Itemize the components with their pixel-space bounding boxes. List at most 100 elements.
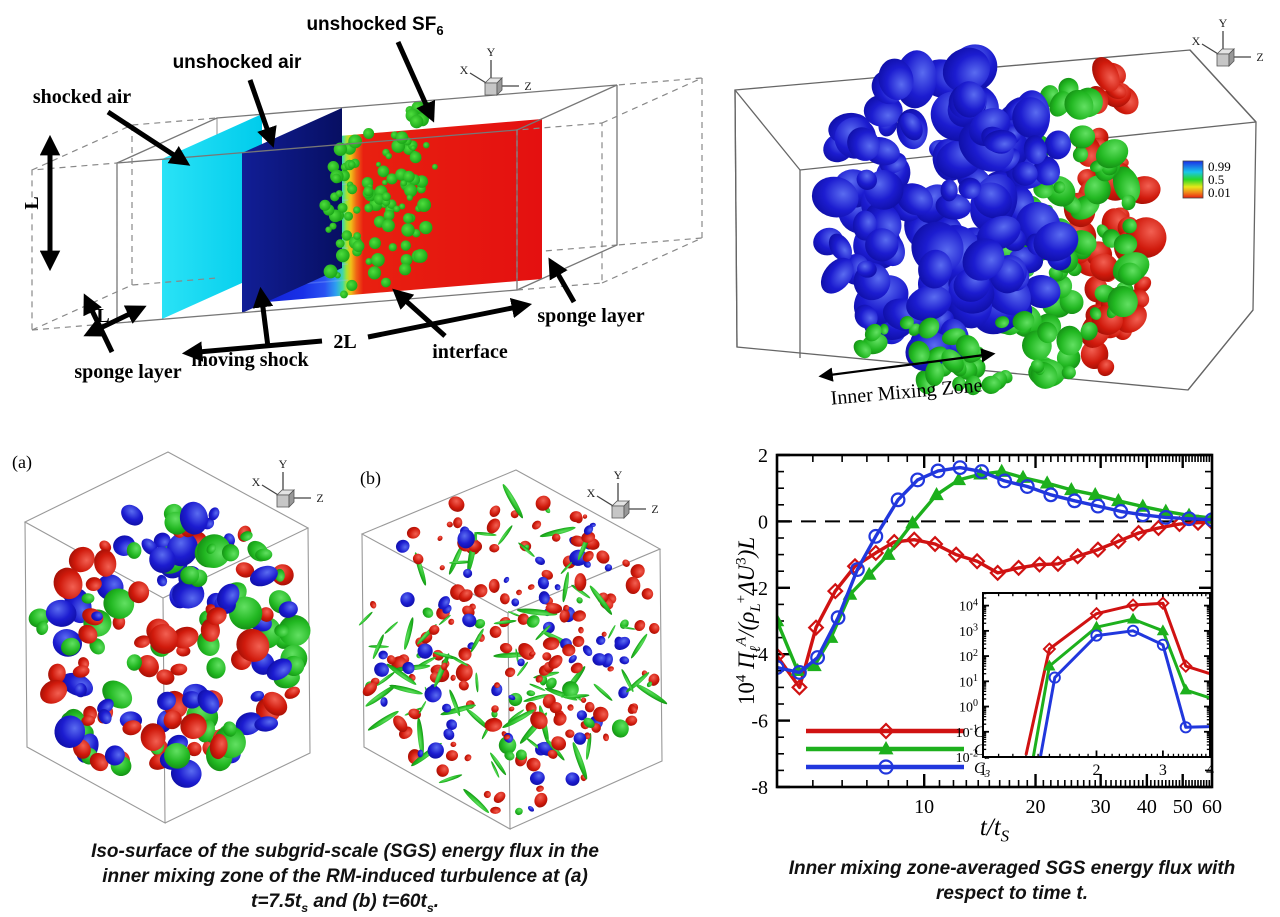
svg-text:4: 4 — [1206, 762, 1214, 779]
axis-triad-a: Y X Z — [252, 457, 324, 508]
colorbar-min-label: 0.01 — [1208, 185, 1231, 200]
caption-left: Iso-surface of the subgrid-scale (SGS) e… — [25, 839, 665, 917]
interface-arrow — [392, 288, 447, 338]
moving-shock-plane — [242, 108, 342, 313]
axis-z-label: Z — [651, 502, 658, 516]
inner-mixing-zone-arrow — [818, 348, 996, 382]
svg-text:100: 100 — [959, 698, 978, 715]
length-dim-arrow-right — [367, 297, 533, 340]
series-c3 — [777, 460, 1212, 680]
colorbar-gradient — [1182, 160, 1204, 199]
moving-shock-arrow — [252, 286, 274, 348]
series-c1 — [777, 513, 1212, 696]
chart-frame — [775, 453, 1214, 789]
svg-text:3: 3 — [1159, 762, 1167, 779]
snapshot-b-label: (b) — [360, 468, 381, 489]
svg-text:20: 20 — [1026, 796, 1046, 818]
chart-inset: 1 2 3 4 104 103 102 101 100 10-1 10-2 — [956, 592, 1214, 779]
schematic-arrows — [39, 40, 577, 362]
x-axis-label: t/tS — [980, 814, 1010, 846]
caption-right-line1: Inner mixing zone-averaged SGS energy fl… — [788, 858, 1236, 879]
legend-label-c3: C3 — [974, 760, 991, 780]
svg-text:40: 40 — [1137, 796, 1157, 818]
axis-triad-b: Y X Z — [587, 468, 659, 519]
imz-isosurface — [811, 44, 1167, 396]
svg-text:10-2: 10-2 — [956, 749, 978, 766]
axis-y-label: Y — [487, 45, 496, 59]
axis-z-label: Z — [316, 491, 323, 505]
svg-text:102: 102 — [959, 648, 978, 665]
inset-series-c1 — [1024, 596, 1211, 756]
svg-text:2: 2 — [1093, 762, 1101, 779]
height-dim-label: L — [21, 196, 43, 209]
interface-isosurface — [319, 101, 438, 299]
axis-y-label: Y — [614, 468, 623, 482]
figure-snapshot-b: (b) Y X Z — [358, 468, 668, 830]
moving-shock-label: moving shock — [191, 349, 309, 371]
colorbar-max-label: 0.99 — [1208, 159, 1231, 174]
svg-text:-8: -8 — [751, 777, 768, 799]
axis-x-label: X — [1192, 34, 1201, 48]
caption-left-line1: Iso-surface of the subgrid-scale (SGS) e… — [91, 841, 599, 862]
axis-x-label: X — [252, 475, 261, 489]
svg-text:104: 104 — [959, 597, 978, 614]
svg-text:60: 60 — [1202, 796, 1222, 818]
unshocked-sf6-label: unshocked SF6 — [306, 14, 443, 38]
axis-triad-schematic: Y X Z — [460, 45, 532, 96]
y-axis-label: 104 ΠℓA/(ρL+ΔU3)L — [733, 537, 764, 705]
sponge-left-label: sponge layer — [74, 361, 181, 383]
unshocked-air-arrow — [247, 79, 277, 148]
caption-left-line2: inner mixing zone of the RM-induced turb… — [102, 866, 588, 887]
svg-text:-6: -6 — [751, 711, 768, 733]
caption-right-line2: respect to time t. — [935, 883, 1089, 904]
depth-dim-arrow — [83, 305, 147, 337]
inner-mixing-zone-label: Inner Mixing Zone — [830, 374, 984, 409]
sponge-right-label: sponge layer — [537, 305, 644, 327]
unshocked-air-label: unshocked air — [173, 52, 302, 73]
caption-right: Inner mixing zone-averaged SGS energy fl… — [748, 856, 1276, 906]
interface-label: interface — [432, 341, 508, 363]
axis-y-label: Y — [279, 457, 288, 471]
figure-inner-mixing-zone: 0.99 0.5 0.01 Inner Mixing Zone Y X Z — [734, 16, 1264, 410]
axis-z-label: Z — [1256, 50, 1263, 64]
snapshot-b-isosurface — [358, 484, 668, 816]
svg-text:0: 0 — [758, 511, 768, 533]
svg-text:2: 2 — [758, 445, 768, 467]
axis-z-label: Z — [524, 79, 531, 93]
shocked-air-label: shocked air — [33, 86, 131, 108]
svg-text:101: 101 — [959, 673, 978, 690]
svg-text:50: 50 — [1173, 796, 1193, 818]
svg-text:10: 10 — [914, 796, 934, 818]
figure-snapshot-a: (a) Y X Z — [12, 451, 324, 824]
svg-text:1: 1 — [979, 762, 987, 779]
svg-text:30: 30 — [1091, 796, 1111, 818]
sponge-box-right — [516, 77, 703, 291]
axis-triad-imz: Y X Z — [1192, 16, 1264, 67]
depth-dim-label: L — [96, 305, 109, 327]
inset-series-c2 — [1031, 612, 1211, 758]
axis-y-label: Y — [1219, 16, 1228, 30]
axis-x-label: X — [587, 486, 596, 500]
sponge-left-arrow — [83, 293, 115, 354]
snapshot-a-box — [23, 451, 311, 824]
axis-x-label: X — [460, 63, 469, 77]
snapshot-a-isosurface — [28, 501, 311, 788]
caption-left-line3: t=7.5ts and (b) t=60ts. — [251, 891, 439, 915]
snapshot-a-label: (a) — [12, 452, 32, 473]
svg-text:10-1: 10-1 — [956, 723, 978, 740]
shocked-air-arrow — [106, 109, 191, 166]
svg-text:103: 103 — [959, 623, 978, 640]
sponge-right-arrow — [548, 257, 577, 304]
length-dim-arrow-left — [181, 338, 323, 362]
colorbar-mid-label: 0.5 — [1208, 172, 1224, 187]
chart-series — [777, 460, 1212, 696]
length-dim-label: 2L — [333, 331, 356, 353]
imz-colorbar: 0.99 0.5 0.01 — [1182, 159, 1231, 200]
svg-text:-4: -4 — [751, 644, 768, 666]
inset-series-c3 — [1038, 624, 1211, 758]
unshocked-sf6-arrow — [395, 40, 436, 123]
